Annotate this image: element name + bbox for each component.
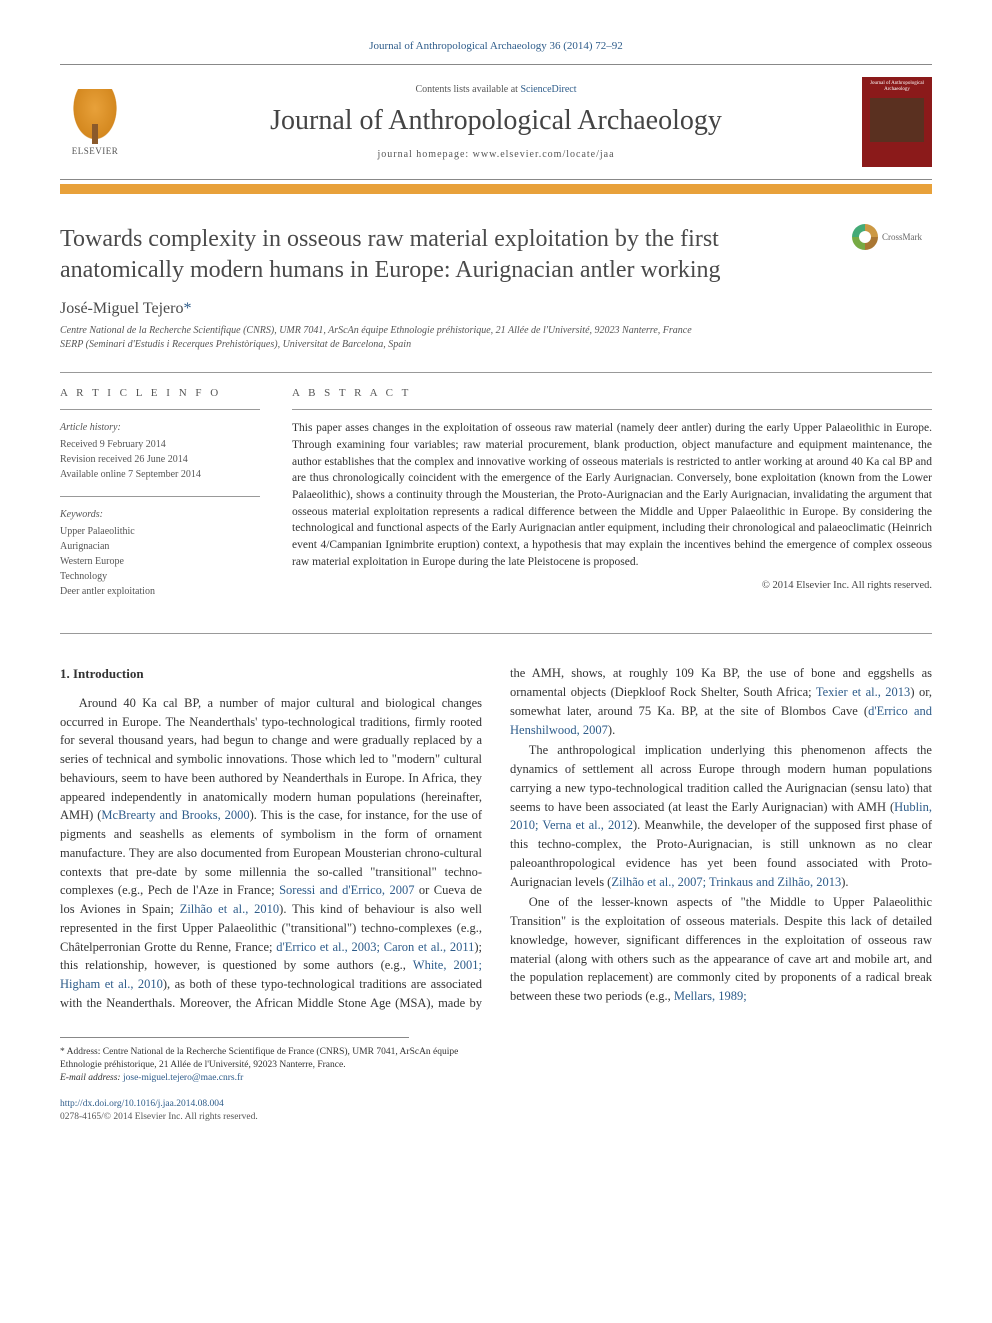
p3a: The anthropological implication underlyi… (510, 743, 932, 813)
p2d: ). (608, 723, 615, 737)
cover-thumb-title: Journal of Anthropological Archaeology (866, 81, 928, 92)
addr-text: Centre National de la Recherche Scientif… (60, 1047, 458, 1070)
cite-mcbrearty[interactable]: McBrearty and Brooks, 2000 (101, 808, 249, 822)
para-4: One of the lesser-known aspects of "the … (510, 893, 932, 1006)
homepage-prefix: journal homepage: (377, 149, 472, 160)
cover-thumb-image (870, 98, 924, 142)
author-line: José-Miguel Tejero* (60, 300, 932, 318)
cite-mellars[interactable]: Mellars, 1989; (674, 989, 747, 1003)
cite-zilhao-2010[interactable]: Zilhão et al., 2010 (180, 902, 279, 916)
p1a: Around 40 Ka cal BP, a number of major c… (60, 696, 482, 823)
addr-label: * Address: (60, 1047, 103, 1057)
body-columns: 1. Introduction Around 40 Ka cal BP, a n… (60, 664, 932, 1012)
crossmark-icon (852, 224, 878, 250)
email-link[interactable]: jose-miguel.tejero@mae.cnrs.fr (123, 1073, 243, 1083)
cite-derrico-2003[interactable]: d'Errico et al., 2003; Caron et al., 201… (276, 940, 474, 954)
keyword-4: Technology (60, 569, 260, 584)
divider-top (60, 372, 932, 373)
affiliation-2: SERP (Seminari d'Estudis i Recerques Pre… (60, 338, 932, 352)
keyword-2: Aurignacian (60, 539, 260, 554)
info-divider-2 (60, 496, 260, 497)
doi-link[interactable]: http://dx.doi.org/10.1016/j.jaa.2014.08.… (60, 1099, 224, 1109)
abstract-column: A B S T R A C T This paper asses changes… (292, 387, 932, 613)
keyword-3: Western Europe (60, 554, 260, 569)
history-heading: Article history: (60, 420, 260, 435)
author-name: José-Miguel Tejero (60, 300, 183, 317)
bottom-meta: http://dx.doi.org/10.1016/j.jaa.2014.08.… (60, 1098, 932, 1125)
elsevier-logo: ELSEVIER (60, 82, 130, 162)
cite-soressi[interactable]: Soressi and d'Errico, 2007 (279, 883, 414, 897)
abstract-copyright: © 2014 Elsevier Inc. All rights reserved… (292, 580, 932, 591)
history-received: Received 9 February 2014 (60, 437, 260, 452)
contents-available: Contents lists available at ScienceDirec… (146, 84, 846, 95)
journal-homepage: journal homepage: www.elsevier.com/locat… (146, 149, 846, 160)
crossmark-badge[interactable]: CrossMark (852, 224, 932, 250)
article-title: Towards complexity in osseous raw materi… (60, 224, 832, 286)
contents-prefix: Contents lists available at (415, 84, 520, 95)
affiliations: Centre National de la Recherche Scientif… (60, 324, 932, 352)
publisher-name: ELSEVIER (72, 146, 119, 156)
journal-reference: Journal of Anthropological Archaeology 3… (60, 40, 932, 52)
info-divider (60, 409, 260, 410)
email-label: E-mail address: (60, 1073, 123, 1083)
cite-zilhao-2007[interactable]: Zilhão et al., 2007; Trinkaus and Zilhão… (611, 875, 841, 889)
p4a: One of the lesser-known aspects of "the … (510, 895, 932, 1003)
cite-texier[interactable]: Texier et al., 2013 (816, 685, 910, 699)
journal-name: Journal of Anthropological Archaeology (146, 105, 846, 137)
crossmark-label: CrossMark (882, 232, 922, 242)
p2a: is questioned by some authors (e.g., (207, 958, 413, 972)
p3c: ). (841, 875, 848, 889)
journal-header: ELSEVIER Contents lists available at Sci… (60, 64, 932, 180)
journal-cover-thumb: Journal of Anthropological Archaeology (862, 77, 932, 167)
affiliation-1: Centre National de la Recherche Scientif… (60, 324, 932, 338)
history-online: Available online 7 September 2014 (60, 467, 260, 482)
article-info-column: A R T I C L E I N F O Article history: R… (60, 387, 260, 613)
footnotes: * Address: Centre National de la Recherc… (60, 1046, 479, 1086)
abstract-divider (292, 409, 932, 410)
accent-bar (60, 184, 932, 194)
corresponding-marker: * (183, 300, 191, 317)
corresponding-email: E-mail address: jose-miguel.tejero@mae.c… (60, 1072, 479, 1085)
history-revised: Revision received 26 June 2014 (60, 452, 260, 467)
corresponding-address: * Address: Centre National de la Recherc… (60, 1046, 479, 1073)
section-1-heading: 1. Introduction (60, 664, 482, 684)
keyword-5: Deer antler exploitation (60, 584, 260, 599)
abstract-heading: A B S T R A C T (292, 387, 932, 399)
divider-bottom (60, 633, 932, 634)
article-info-heading: A R T I C L E I N F O (60, 387, 260, 399)
homepage-url: www.elsevier.com/locate/jaa (473, 149, 615, 160)
abstract-text: This paper asses changes in the exploita… (292, 420, 932, 570)
elsevier-tree-icon (70, 89, 120, 144)
keywords-heading: Keywords: (60, 507, 260, 522)
issn-copyright: 0278-4165/© 2014 Elsevier Inc. All right… (60, 1111, 932, 1124)
keyword-1: Upper Palaeolithic (60, 524, 260, 539)
footnote-separator (60, 1037, 409, 1038)
sciencedirect-link[interactable]: ScienceDirect (520, 84, 576, 95)
para-3: The anthropological implication underlyi… (510, 741, 932, 891)
